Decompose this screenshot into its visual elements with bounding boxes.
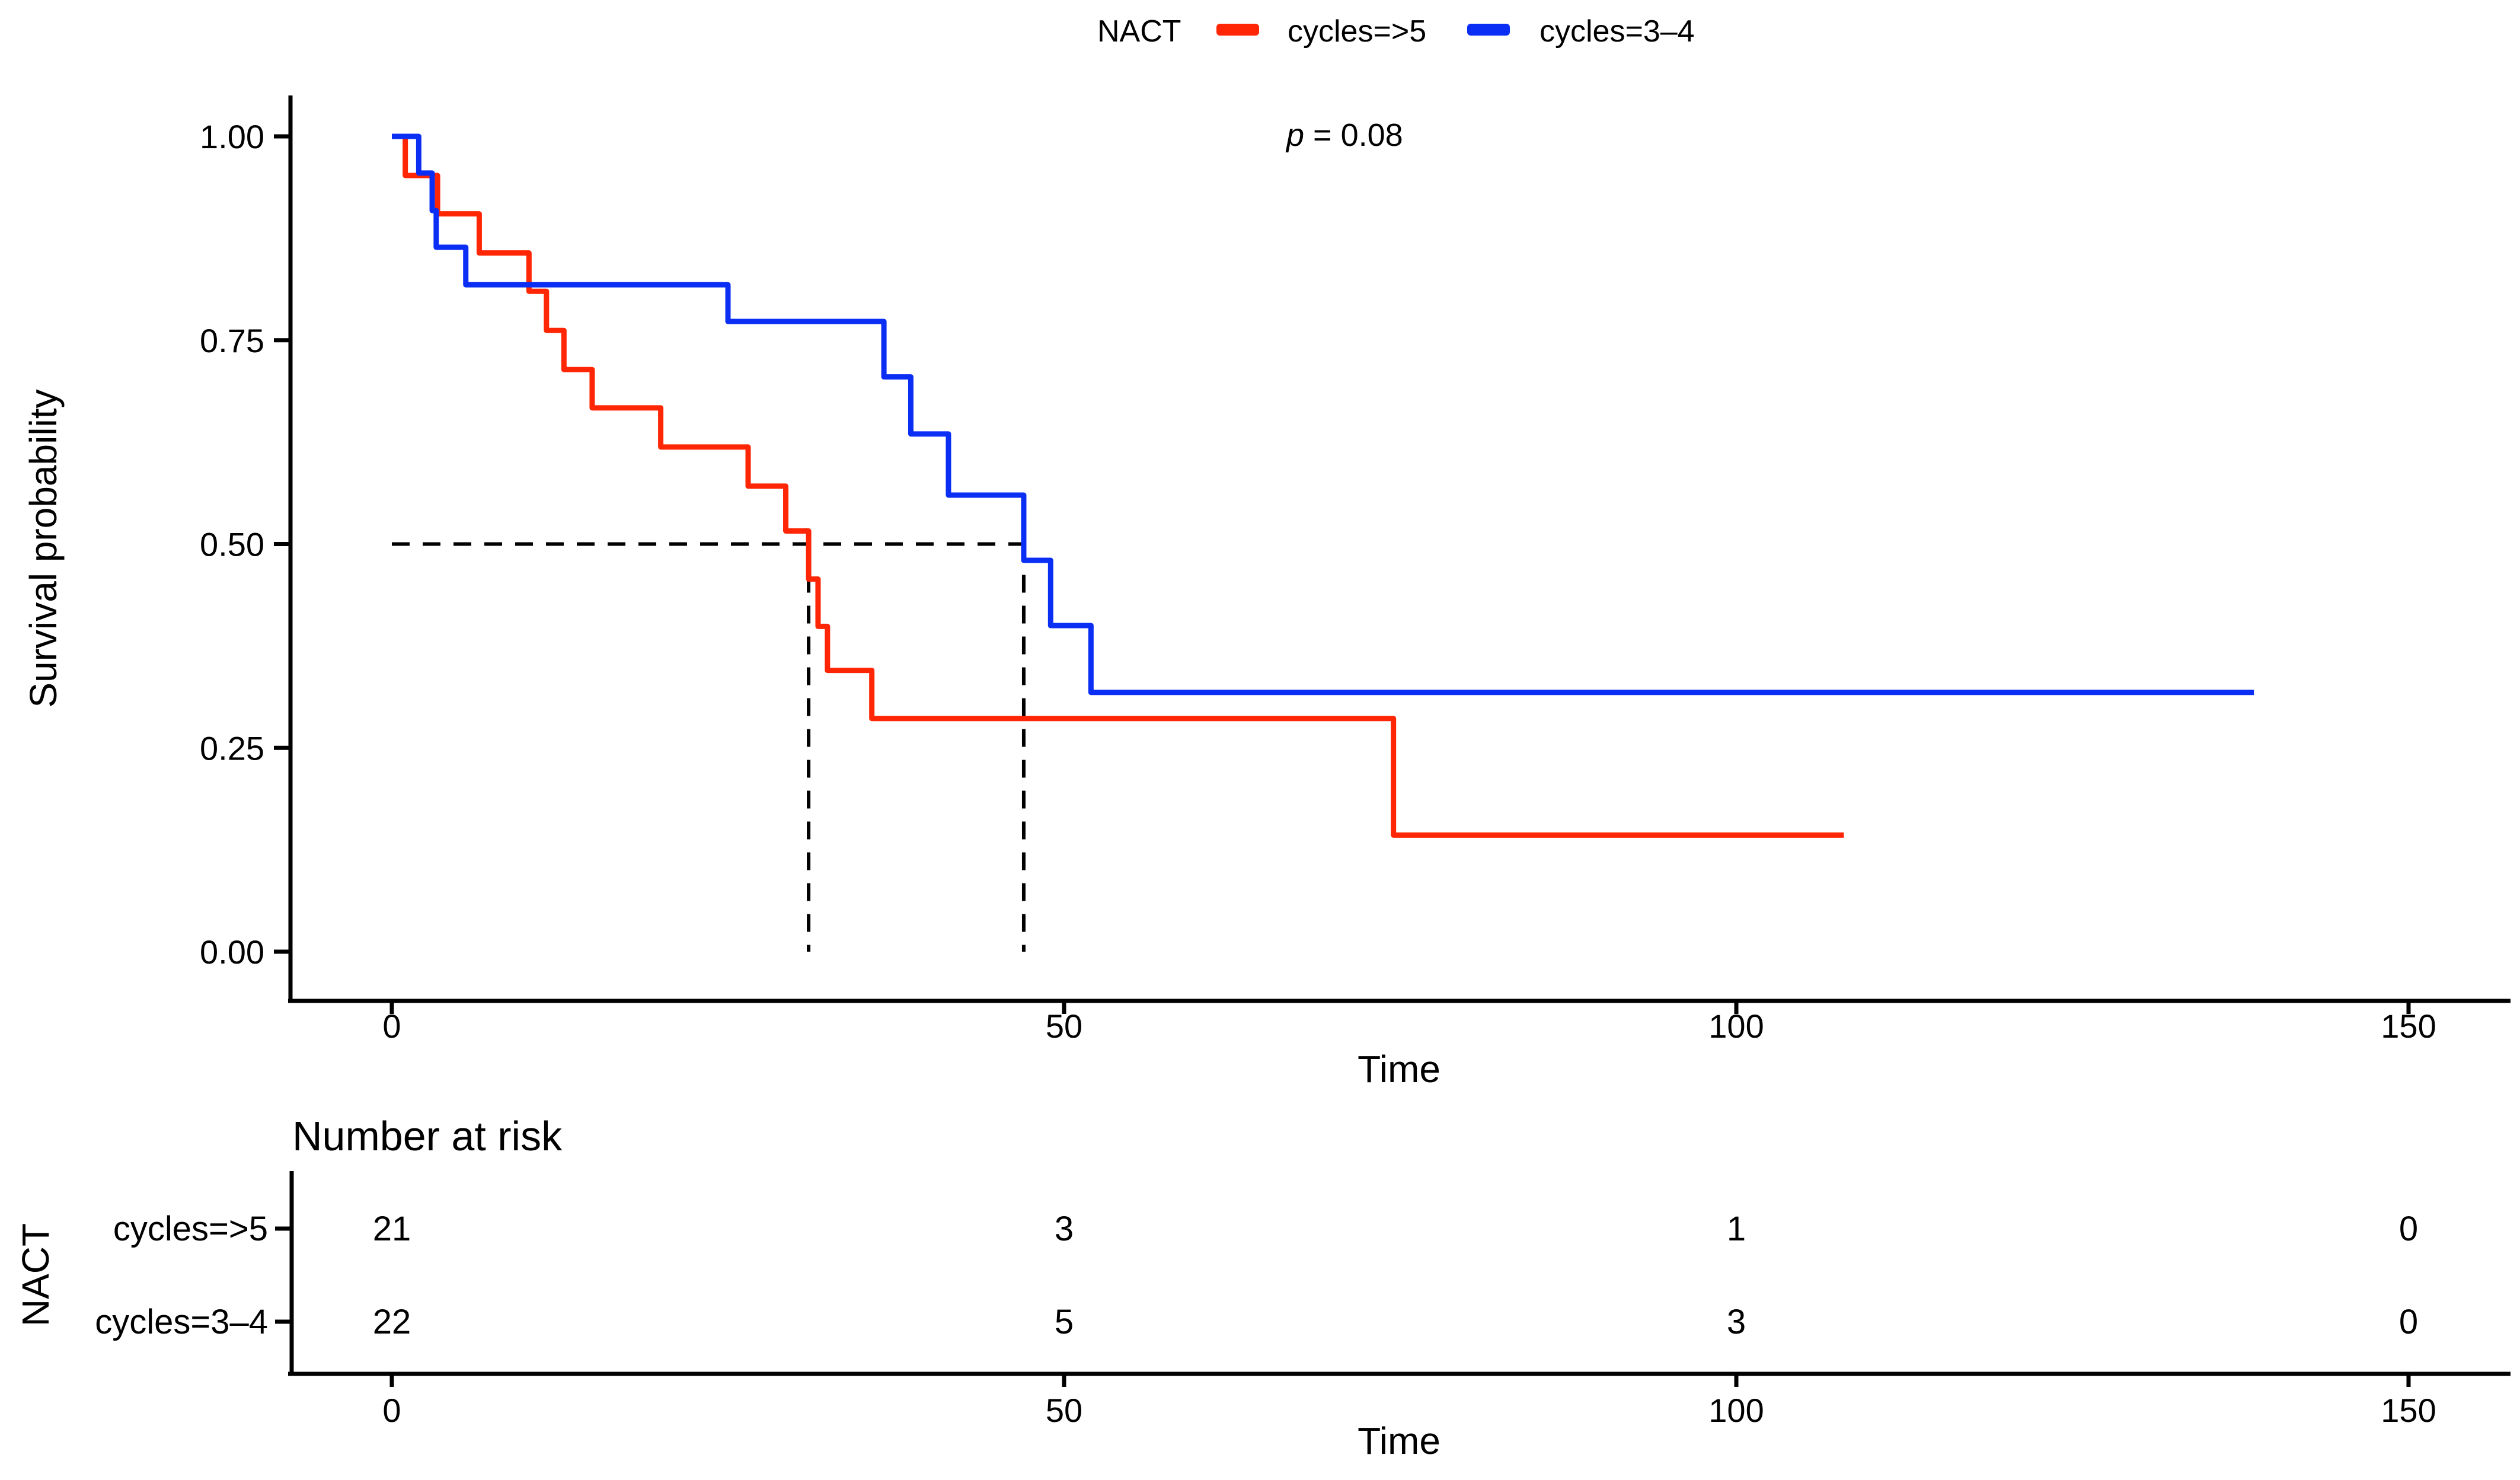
y-tick-label: 0.75 (200, 322, 264, 359)
risk-count: 21 (373, 1210, 411, 1248)
km-curve-cycles=3–4 (392, 133, 2254, 696)
median-survival-lines (392, 542, 1026, 952)
legend-title: NACT (1097, 14, 1181, 49)
y-axis-title: Survival probability (22, 389, 65, 707)
survival-curves (392, 133, 2254, 838)
risk-x-tick-label: 0 (382, 1392, 401, 1429)
risk-x-tick-label: 50 (1046, 1392, 1082, 1429)
risk-table-title: Number at risk (292, 1113, 563, 1159)
legend-item-label: cycles=3–4 (1540, 14, 1695, 49)
y-tick-label: 0.00 (200, 933, 264, 971)
x-axis-title: Time (1358, 1048, 1441, 1090)
x-tick-label: 150 (2381, 1007, 2436, 1045)
p-value-text: = 0.08 (1304, 117, 1403, 153)
risk-row-label-cycles5: cycles=>5 (113, 1210, 268, 1248)
legend-swatch-blue-icon (1467, 24, 1510, 36)
risk-count: 0 (2399, 1210, 2418, 1248)
risk-count: 0 (2399, 1303, 2418, 1341)
risk-count: 3 (1727, 1303, 1746, 1341)
risk-table-y-axis-title: NACT (14, 1223, 57, 1326)
risk-row-label-cycles34: cycles=3–4 (95, 1303, 268, 1341)
km-curve-cycles=>5 (392, 133, 1844, 838)
y-tick-label: 0.25 (200, 729, 264, 767)
p-value-annotation: p = 0.08 (1285, 117, 1403, 153)
risk-table: Number at risk cycles=>5 cycles=3–4 NACT… (14, 1113, 1441, 1462)
legend-swatch-red-icon (1216, 24, 1259, 36)
p-value-symbol: p (1285, 117, 1304, 153)
y-tick-label: 1.00 (200, 118, 264, 155)
x-tick-label: 0 (382, 1007, 401, 1045)
x-tick-label: 100 (1708, 1007, 1764, 1045)
x-tick-label: 50 (1046, 1007, 1082, 1045)
risk-count: 5 (1055, 1303, 1074, 1341)
risk-count: 3 (1055, 1210, 1074, 1248)
risk-x-tick-label: 150 (2381, 1392, 2436, 1429)
legend-item-label: cycles=>5 (1288, 14, 1426, 49)
risk-x-tick-label: 100 (1708, 1392, 1764, 1429)
risk-count: 1 (1727, 1210, 1746, 1248)
y-tick-label: 0.50 (200, 526, 264, 563)
risk-table-x-axis-title: Time (1358, 1420, 1441, 1462)
risk-count: 22 (373, 1303, 411, 1341)
legend: NACT cycles=>5 cycles=3–4 (1097, 14, 1695, 49)
